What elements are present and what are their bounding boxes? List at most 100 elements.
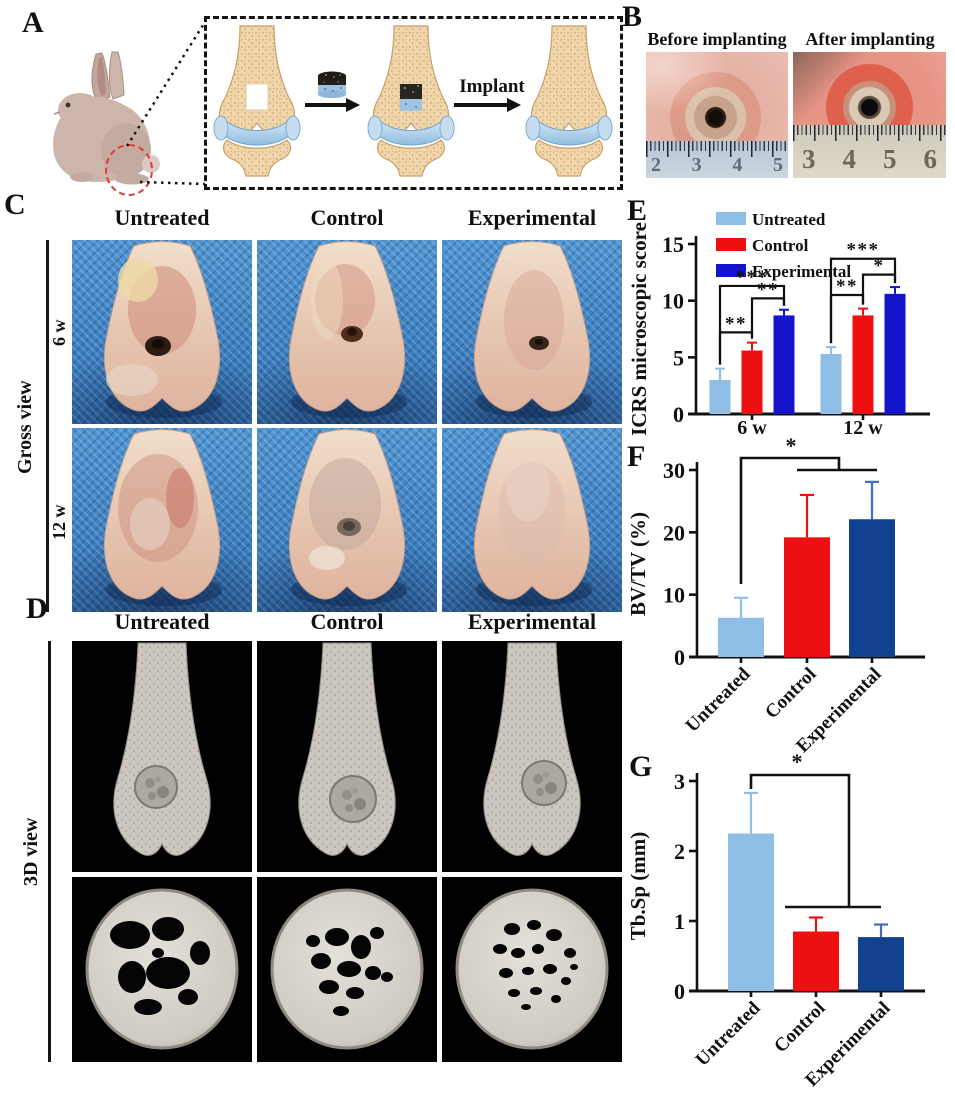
femur-specimen-photo — [288, 241, 407, 418]
svg-text:*: * — [792, 749, 803, 774]
ruler-number: 5 — [772, 154, 783, 176]
photo-after-implanting: 3 4 5 6 — [793, 52, 946, 178]
svg-text:20: 20 — [663, 520, 685, 545]
svg-text:Control: Control — [761, 664, 820, 723]
bar — [852, 315, 874, 414]
svg-text:**: ** — [725, 313, 747, 334]
microct-3d-untreated — [72, 641, 252, 872]
svg-text:1: 1 — [674, 909, 685, 934]
panel-label-e: E — [627, 194, 648, 227]
svg-text:Untreated: Untreated — [692, 997, 765, 1070]
panel-label-a: A — [22, 6, 44, 39]
knee-joint-drawing — [213, 25, 301, 177]
svg-text:*: * — [874, 256, 885, 277]
svg-text:Control: Control — [752, 236, 809, 255]
femur-specimen-photo — [103, 429, 222, 606]
bar — [773, 315, 795, 414]
column-header-experimental: Experimental — [467, 205, 597, 230]
bar — [784, 537, 830, 657]
svg-text:2: 2 — [674, 839, 685, 864]
bilayer-scaffold-drawing — [318, 71, 346, 99]
row-label-6w: 6 w — [49, 319, 69, 347]
bar — [820, 353, 842, 414]
chart-bvtv: 0 10 20 30 Untreated Control Experimental * BV/T… — [625, 433, 955, 758]
microct-defect-untreated — [72, 877, 252, 1062]
svg-text:0: 0 — [674, 645, 685, 670]
gross-view-photo-control-12w — [257, 428, 437, 612]
bar — [728, 833, 774, 991]
svg-text:ICRS microscopic score: ICRS microscopic score — [630, 222, 651, 436]
column-header-experimental: Experimental — [467, 609, 597, 634]
knee-joint-drawing — [367, 25, 455, 177]
svg-text:3: 3 — [674, 769, 685, 794]
ruler-number: 4 — [732, 154, 743, 176]
knee-diagram-repaired — [524, 24, 614, 183]
column-header-control: Control — [310, 205, 384, 230]
svg-text:Control: Control — [770, 998, 829, 1057]
row-group-divider-line — [46, 240, 49, 612]
rabbit-drawing — [53, 51, 160, 185]
svg-text:15: 15 — [662, 232, 684, 257]
bar — [709, 380, 731, 414]
bar — [858, 937, 904, 991]
ruler-after: 3 4 5 6 — [793, 125, 946, 178]
row-group-label-3d-view: 3D view — [20, 817, 42, 887]
microct-3d-experimental — [442, 641, 622, 872]
bar — [884, 293, 906, 414]
ruler-number: 5 — [883, 144, 897, 174]
knee-joint-drawing — [525, 25, 613, 177]
svg-text:Tb.Sp (mm): Tb.Sp (mm) — [626, 832, 650, 941]
svg-text:6 w: 6 w — [737, 417, 767, 439]
microct-bone-render — [113, 642, 211, 856]
arrow-icon — [452, 96, 522, 119]
svg-text:5: 5 — [673, 345, 684, 370]
svg-text:**: ** — [836, 276, 858, 297]
microct-defect-cross-section — [455, 888, 609, 1050]
femur-specimen-photo — [288, 429, 407, 606]
column-header-untreated: Untreated — [114, 609, 210, 634]
chart-tbsp: 0 1 2 3 Untreated Control Experimental * Tb.Sp (… — [625, 748, 955, 1099]
photo-before-implanting: 2 3 4 5 — [646, 52, 788, 178]
gross-view-photo-control-6w — [257, 240, 437, 424]
rabbit-illustration — [38, 46, 168, 186]
ruler-number: 2 — [651, 154, 661, 176]
gross-view-photo-untreated-12w — [72, 428, 252, 612]
svg-text:**: ** — [757, 279, 779, 300]
svg-text:10: 10 — [663, 583, 685, 608]
ruler-before: 2 3 4 5 — [646, 141, 788, 178]
zoom-inset-box — [204, 16, 623, 190]
scaffold-icon — [314, 70, 350, 103]
bar — [741, 350, 763, 414]
knee-diagram-defect — [212, 24, 302, 183]
bar — [718, 617, 764, 657]
svg-text:10: 10 — [662, 289, 684, 314]
photo-title-before: Before implanting — [647, 29, 787, 49]
gross-view-photo-experimental-6w — [442, 240, 622, 424]
svg-text:0: 0 — [673, 402, 684, 427]
arrow-icon — [303, 96, 361, 119]
panel-label-f: F — [627, 440, 646, 473]
panel-label-c: C — [4, 188, 26, 221]
svg-text:Experimental: Experimental — [752, 262, 851, 281]
row-group-label-gross-view: Gross view — [14, 380, 36, 475]
svg-text:Untreated: Untreated — [682, 663, 755, 736]
implant-label: Implant — [459, 76, 525, 97]
microct-defect-experimental — [442, 877, 622, 1062]
row-label-12w: 12 w — [49, 504, 69, 540]
chart-icrs-score: 0 5 10 15 6 w 12 w Untreated Control Experimenta… — [627, 193, 955, 445]
arrow-icon — [454, 98, 521, 112]
microct-bone-render — [483, 642, 581, 856]
arrow-icon — [305, 98, 360, 112]
svg-text:30: 30 — [663, 458, 685, 483]
microct-defect-control — [257, 877, 437, 1062]
gross-view-photo-untreated-6w — [72, 240, 252, 424]
photo-title-after: After implanting — [805, 29, 935, 49]
femur-specimen-photo — [473, 429, 592, 606]
ruler-number: 6 — [923, 144, 938, 174]
bar — [849, 519, 895, 657]
column-header-untreated: Untreated — [114, 205, 210, 230]
microct-bone-render — [298, 642, 396, 856]
bar — [793, 931, 839, 991]
